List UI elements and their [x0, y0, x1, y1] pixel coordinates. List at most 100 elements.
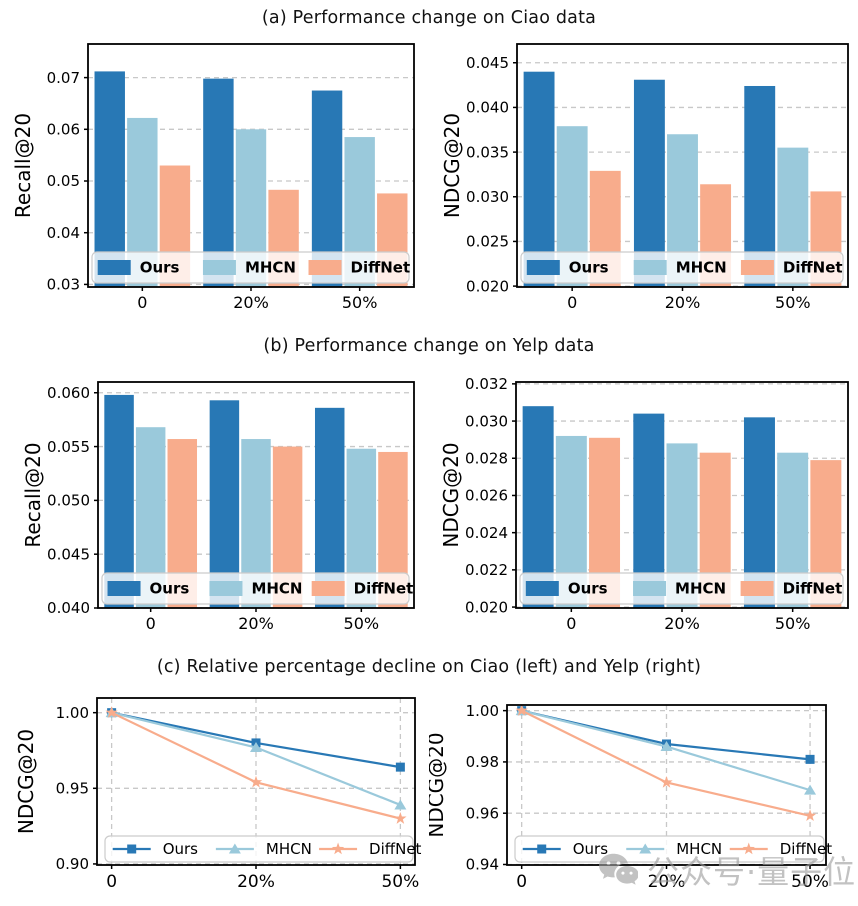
svg-text:0: 0 [567, 293, 577, 312]
svg-text:Ours: Ours [568, 580, 608, 598]
svg-text:0.045: 0.045 [47, 545, 90, 563]
svg-text:Ours: Ours [569, 259, 609, 277]
svg-text:20%: 20% [665, 293, 701, 312]
chart-yelp-recall: Ours MHCN DiffNet 0.040 0.045 0.050 0.055 0.060… [21, 381, 415, 633]
svg-text:0.060: 0.060 [47, 384, 90, 402]
line-diffnet [105, 706, 407, 824]
legend: Ours MHCN DiffNet [91, 251, 411, 284]
svg-text:DiffNet: DiffNet [780, 840, 833, 858]
chart-ciao-ndcg: Ours MHCN DiffNet 0.020 0.025 0.030 0.035 0.040… [440, 43, 849, 312]
svg-text:0.90: 0.90 [56, 855, 89, 873]
panel-b-title: (b) Performance change on Yelp data [263, 336, 595, 356]
svg-text:20%: 20% [238, 614, 274, 633]
svg-text:50%: 50% [342, 293, 378, 312]
svg-text:MHCN: MHCN [676, 840, 722, 858]
x-axis: 0 20% 50% [567, 287, 811, 312]
svg-text:Ours: Ours [140, 259, 180, 277]
svg-text:NDCG@20: NDCG@20 [440, 113, 464, 218]
panel-c-title: (c) Relative percentage decline on Ciao … [156, 657, 702, 677]
svg-text:0.055: 0.055 [47, 438, 90, 456]
svg-text:MHCN: MHCN [251, 580, 302, 598]
svg-text:0.06: 0.06 [47, 121, 80, 139]
chart-ciao-recall: Ours MHCN DiffNet 0.03 0.04 0.05 0.06 0.07 Recal… [11, 43, 415, 312]
y-axis: 0.040 0.045 0.050 0.055 0.060 Recall@20 [21, 384, 98, 617]
svg-text:MHCN: MHCN [676, 259, 727, 277]
svg-text:0.020: 0.020 [465, 598, 508, 616]
legend: Ours MHCN DiffNet [520, 251, 844, 284]
svg-text:20%: 20% [664, 614, 700, 633]
svg-text:NDCG@20: NDCG@20 [14, 729, 38, 834]
svg-text:NDCG@20: NDCG@20 [439, 442, 463, 547]
svg-text:0.035: 0.035 [466, 143, 509, 161]
svg-text:0.95: 0.95 [56, 780, 89, 798]
svg-text:NDCG@20: NDCG@20 [429, 732, 448, 837]
x-axis: 0 20% 50% [137, 287, 377, 312]
svg-text:1.00: 1.00 [56, 704, 89, 722]
svg-text:DiffNet: DiffNet [783, 259, 843, 277]
svg-text:50%: 50% [775, 614, 811, 633]
svg-text:0.96: 0.96 [466, 804, 499, 822]
svg-text:0.040: 0.040 [47, 599, 90, 617]
x-axis: 0 20% 50% [516, 865, 829, 892]
svg-text:20%: 20% [648, 872, 686, 892]
svg-text:Ours: Ours [150, 580, 190, 598]
svg-text:50%: 50% [775, 293, 811, 312]
svg-text:20%: 20% [233, 293, 269, 312]
y-axis: 0.03 0.04 0.05 0.06 0.07 Recall@20 [11, 69, 88, 294]
x-axis: 0 20% 50% [146, 608, 380, 633]
line-mhcn [105, 707, 407, 810]
svg-text:0.05: 0.05 [47, 172, 80, 190]
y-axis: 0.94 0.96 0.98 1.00 NDCG@20 [429, 702, 507, 874]
y-axis: 0.90 0.95 1.00 NDCG@20 [14, 704, 97, 873]
chart-yelp-decline: Ours MHCN DiffNet 0.94 0.96 0.98 1.00 NDCG@20 0 2… [429, 702, 833, 892]
svg-text:0: 0 [516, 872, 527, 892]
svg-text:0.94: 0.94 [466, 856, 499, 874]
legend: Ours MHCN DiffNet [519, 572, 844, 605]
svg-text:0.98: 0.98 [466, 753, 499, 771]
svg-text:0.032: 0.032 [465, 375, 508, 393]
svg-text:DiffNet: DiffNet [351, 259, 411, 277]
svg-text:0.028: 0.028 [465, 449, 508, 467]
svg-text:0.030: 0.030 [466, 188, 509, 206]
svg-text:20%: 20% [237, 872, 275, 892]
svg-text:0.030: 0.030 [465, 412, 508, 430]
svg-text:0.045: 0.045 [466, 54, 509, 72]
svg-text:DiffNet: DiffNet [369, 840, 422, 858]
svg-text:0.04: 0.04 [47, 224, 80, 242]
svg-text:0.050: 0.050 [47, 492, 90, 510]
panel-a-title: (a) Performance change on Ciao data [261, 8, 597, 28]
svg-text:0.025: 0.025 [466, 233, 509, 251]
svg-text:DiffNet: DiffNet [354, 580, 414, 598]
y-axis: 0.020 0.022 0.024 0.026 0.028 0.030 0.032 NDCG@… [439, 375, 516, 616]
svg-text:0.020: 0.020 [466, 277, 509, 295]
chart-ciao-decline: Ours MHCN DiffNet 0.90 0.95 1.00 NDCG@20 0 20% 50… [14, 697, 422, 892]
x-axis: 0 20% 50% [106, 865, 419, 892]
svg-text:0: 0 [146, 614, 156, 633]
svg-text:0: 0 [106, 872, 117, 892]
x-axis: 0 20% 50% [566, 608, 810, 633]
svg-text:Recall@20: Recall@20 [21, 442, 45, 547]
svg-text:Ours: Ours [573, 840, 608, 858]
svg-text:MHCN: MHCN [245, 259, 296, 277]
svg-text:1.00: 1.00 [466, 702, 499, 720]
svg-text:0: 0 [566, 614, 576, 633]
svg-text:0.07: 0.07 [47, 69, 80, 87]
legend: Ours MHCN DiffNet [101, 572, 414, 605]
y-axis: 0.020 0.025 0.030 0.035 0.040 0.045 NDCG@20 [440, 54, 517, 295]
svg-text:0.024: 0.024 [465, 524, 508, 542]
svg-text:0.026: 0.026 [465, 487, 508, 505]
svg-text:0.03: 0.03 [47, 276, 80, 294]
svg-text:Ours: Ours [163, 840, 198, 858]
svg-text:0.022: 0.022 [465, 561, 508, 579]
svg-text:50%: 50% [344, 614, 380, 633]
line-diffnet [515, 704, 817, 822]
svg-text:0.040: 0.040 [466, 99, 509, 117]
svg-text:DiffNet: DiffNet [783, 580, 843, 598]
chart-yelp-ndcg: Ours MHCN DiffNet 0.020 0.022 0.024 0.026 0.028… [439, 375, 849, 633]
svg-text:MHCN: MHCN [675, 580, 726, 598]
legend: Ours MHCN DiffNet [104, 835, 422, 863]
svg-text:50%: 50% [381, 872, 419, 892]
svg-text:0: 0 [137, 293, 147, 312]
svg-text:50%: 50% [791, 872, 829, 892]
